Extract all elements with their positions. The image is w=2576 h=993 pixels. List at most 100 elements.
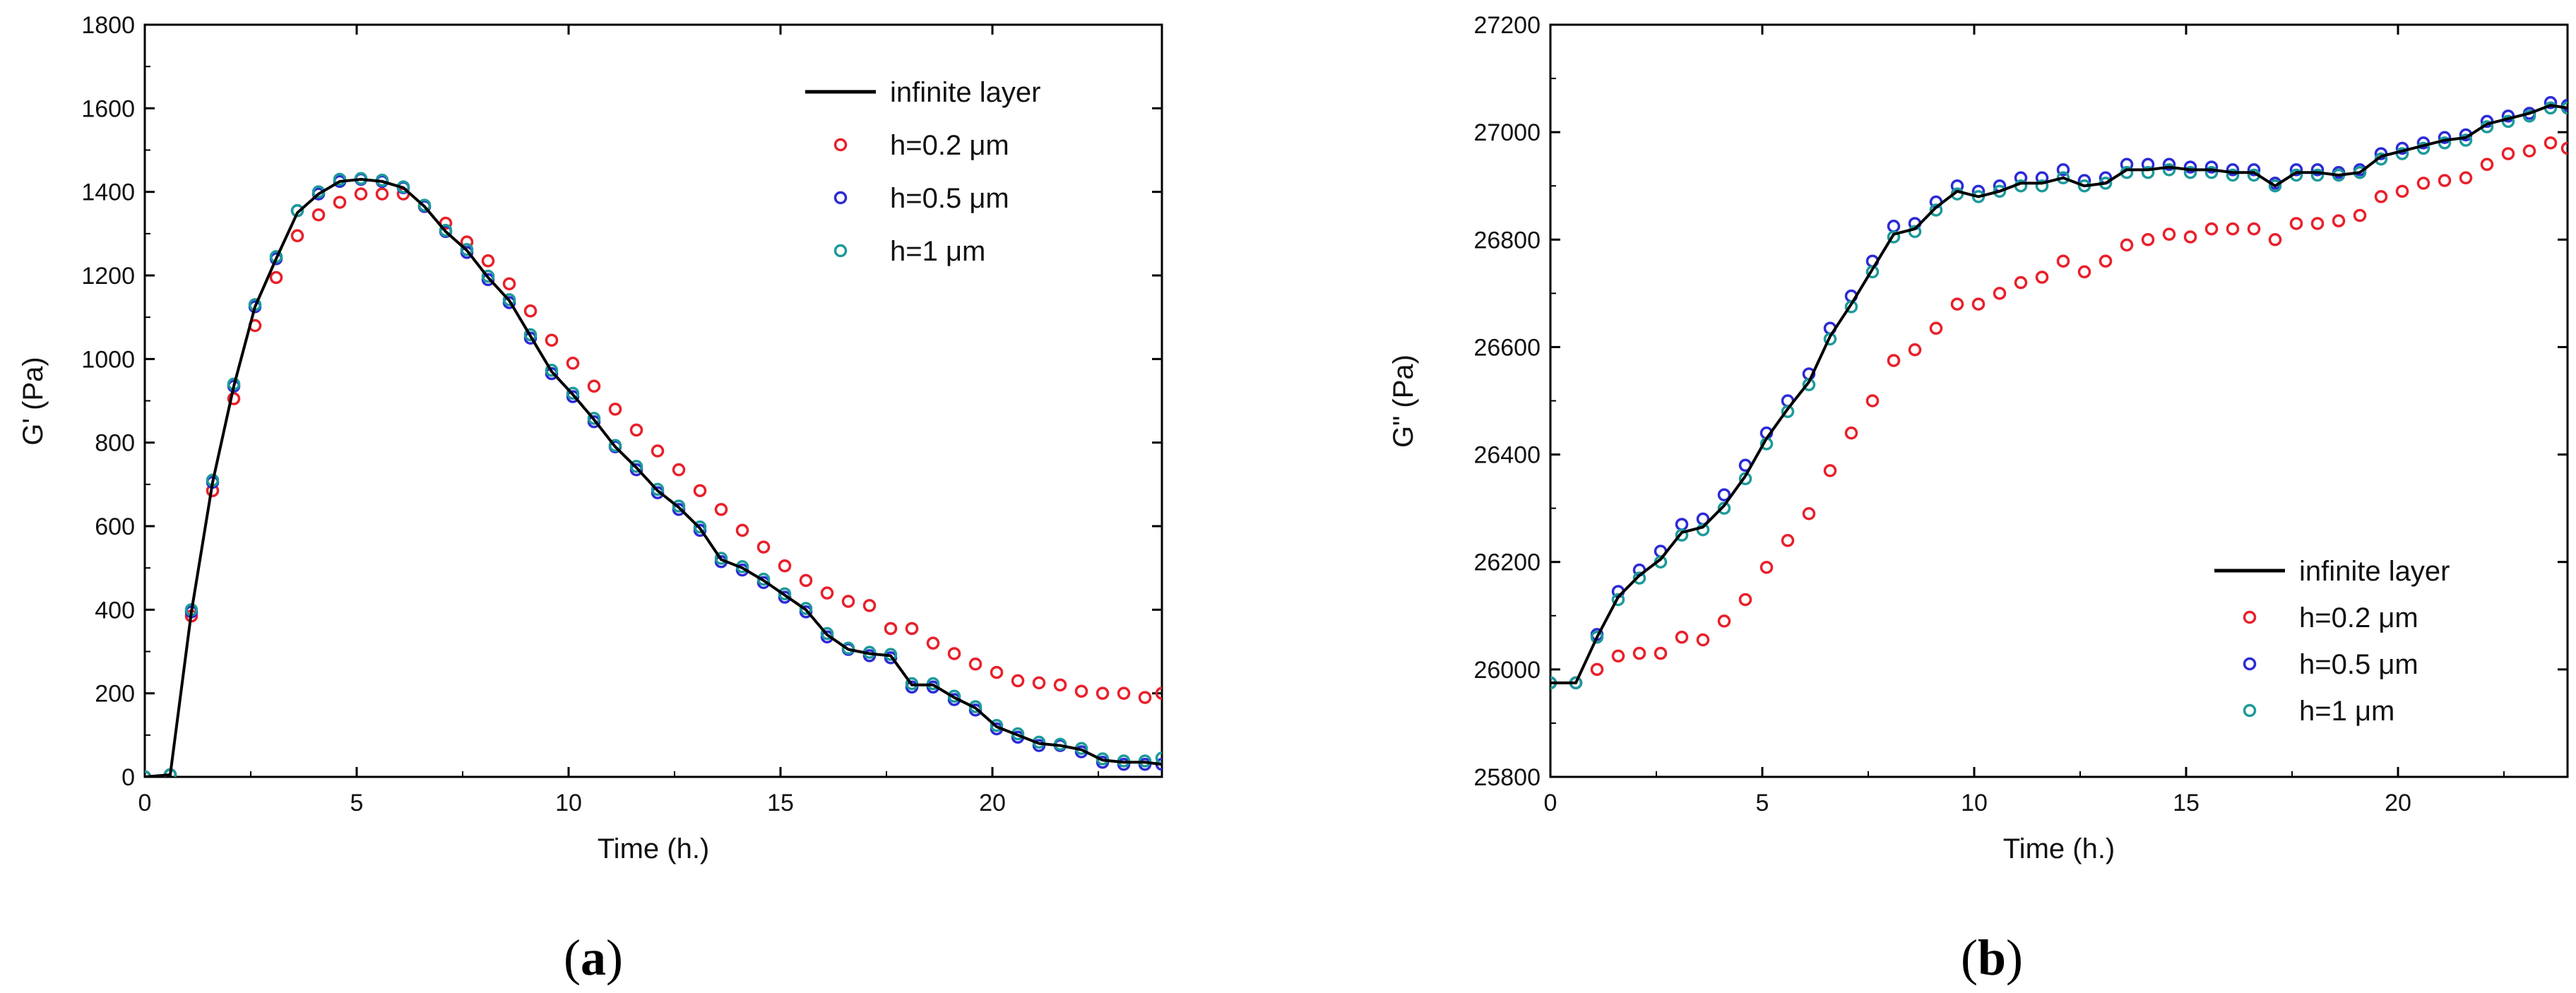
data-point — [905, 622, 919, 636]
data-point — [862, 599, 877, 612]
data-point — [1908, 343, 1922, 357]
data-point — [375, 187, 389, 201]
y-tick-label: 27200 — [1473, 12, 1541, 39]
y-tick-label: 27000 — [1473, 119, 1541, 146]
data-point — [2204, 160, 2219, 174]
y-tick-label: 0 — [121, 764, 135, 791]
data-point — [587, 412, 601, 425]
y-tick-label: 600 — [95, 513, 135, 540]
series-line-infinite-layer — [145, 177, 1162, 777]
x-tick-label: 0 — [138, 790, 152, 816]
data-point — [2480, 157, 2494, 172]
data-point — [2544, 136, 2558, 150]
data-point — [2183, 165, 2197, 179]
data-point — [2056, 163, 2070, 177]
data-point — [2247, 222, 2261, 236]
data-point — [2035, 179, 2049, 193]
data-point — [1993, 287, 2007, 300]
data-point — [2416, 177, 2430, 190]
data-point — [2332, 214, 2346, 227]
data-point — [290, 229, 304, 243]
y-tick-label: 1200 — [81, 263, 135, 290]
data-point — [629, 423, 643, 437]
y-tick-label: 25800 — [1473, 764, 1541, 791]
y-tick-label: 1000 — [81, 346, 135, 373]
data-point — [1032, 676, 1046, 690]
data-point — [820, 626, 834, 641]
legend-swatch-marker — [833, 244, 848, 258]
data-point — [2438, 131, 2452, 144]
data-point — [990, 718, 1004, 732]
data-point — [778, 587, 792, 601]
y-tick-label: 26200 — [1473, 549, 1541, 576]
data-point — [926, 636, 940, 650]
data-point — [1096, 686, 1110, 700]
data-point — [1971, 297, 1986, 311]
data-point — [1802, 507, 1816, 521]
data-point — [566, 357, 580, 370]
data-point — [2056, 254, 2070, 268]
legend-swatch-marker — [833, 191, 848, 205]
data-point — [1590, 662, 1604, 677]
data-point — [714, 552, 728, 565]
data-point — [1155, 751, 1162, 765]
data-point — [2035, 270, 2049, 284]
data-point — [1675, 528, 1689, 542]
data-point — [693, 484, 707, 497]
data-point — [651, 482, 665, 496]
legend-swatch-marker — [2243, 610, 2257, 624]
data-point — [1155, 686, 1162, 700]
data-point — [735, 523, 749, 537]
x-axis-title: Time (h.) — [2003, 833, 2115, 864]
data-point — [2353, 208, 2367, 222]
data-point — [651, 444, 665, 458]
y-tick-label: 200 — [95, 681, 135, 708]
x-tick-label: 15 — [2173, 790, 2200, 816]
data-point — [672, 463, 686, 477]
x-tick-label: 10 — [555, 790, 582, 816]
data-point — [2141, 165, 2155, 179]
legend: infinite layer h=0.2 μm h=0.5 μm h=1 μm — [2214, 556, 2450, 727]
chart-panel-b: 0 5 10 15 20 25800 26000 26200 26400 26600 26800 27… — [1388, 12, 2569, 986]
data-point — [1738, 593, 1752, 607]
data-point — [1117, 686, 1131, 700]
data-point — [2289, 163, 2303, 177]
data-point — [1675, 518, 1689, 531]
data-point — [672, 499, 686, 513]
series-h-0-5-m — [145, 172, 1162, 777]
x-tick-label: 10 — [1961, 790, 1988, 816]
legend-label: h=0.5 μm — [2299, 649, 2418, 680]
data-point — [333, 172, 347, 186]
data-point — [1696, 633, 1710, 647]
legend-label: h=0.2 μm — [2299, 602, 2418, 634]
data-point — [2310, 163, 2325, 177]
x-tick-label: 0 — [1544, 790, 1557, 816]
series-h-0-2-m — [1550, 136, 2568, 690]
data-point — [2204, 222, 2219, 236]
data-point — [2310, 168, 2325, 182]
data-point — [2247, 163, 2261, 177]
data-point — [799, 573, 813, 588]
data-point — [1590, 630, 1604, 644]
data-point — [502, 277, 516, 291]
panel-label: (a) — [564, 929, 623, 986]
data-point — [545, 364, 559, 377]
data-point — [1887, 230, 1901, 244]
data-point — [990, 665, 1004, 679]
data-point — [2226, 222, 2240, 236]
legend-swatch-marker — [2243, 657, 2257, 671]
data-point — [1717, 488, 1731, 501]
data-point — [968, 658, 983, 671]
legend-label: h=0.5 μm — [890, 183, 1009, 214]
legend-label: h=1 μm — [890, 236, 985, 267]
data-point — [2395, 184, 2409, 198]
y-tick-label: 400 — [95, 597, 135, 624]
y-tick-label: 26000 — [1473, 657, 1541, 684]
data-point — [1887, 220, 1901, 233]
data-point — [311, 208, 326, 222]
legend-swatch-marker — [2243, 703, 2257, 718]
data-point — [1011, 674, 1025, 688]
data-point — [1929, 321, 1943, 335]
data-point — [2183, 230, 2197, 244]
